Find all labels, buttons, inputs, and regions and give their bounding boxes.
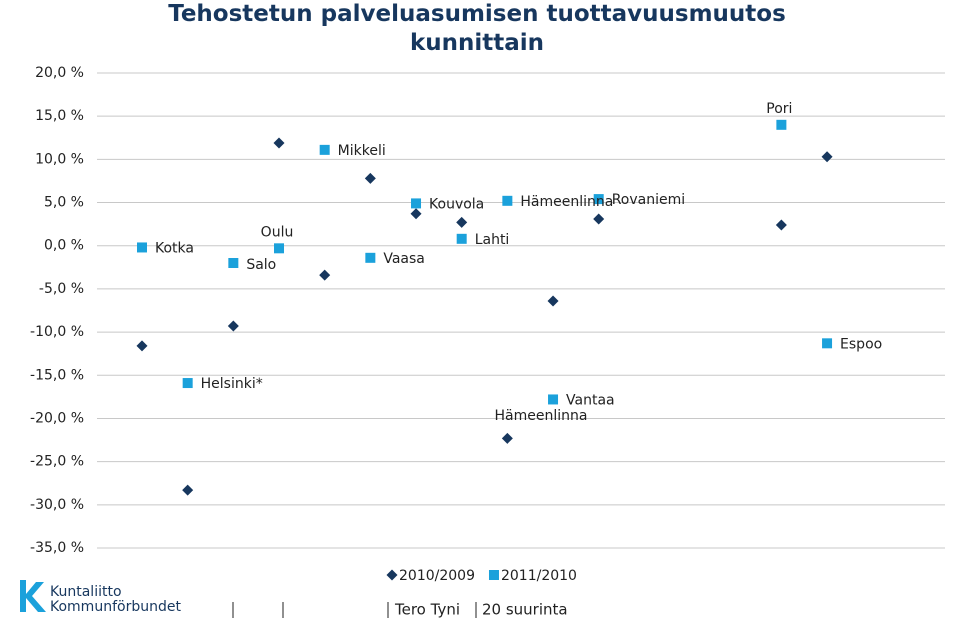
diamond-marker [364,172,376,184]
diamond-marker [273,137,285,149]
y-tick-label: 5,0 % [44,195,84,211]
square-marker [593,194,604,205]
diamond-marker [182,484,194,496]
y-tick-label: 10,0 % [35,151,84,167]
diamond-marker [136,340,148,352]
point-label: Salo [246,257,276,273]
square-marker [548,394,559,405]
point-label: Helsinki* [201,376,263,392]
y-tick-label: -5,0 % [39,281,84,297]
square-marker [822,338,833,349]
square-marker [137,242,147,253]
point-label: Hämeenlinna [520,194,613,210]
diamond-marker [456,216,468,228]
legend-label: 2010/2009 [399,568,475,584]
annotation: Hämeenlinna [495,408,588,424]
square-marker [365,252,376,263]
diamond-marker [227,320,239,332]
diamond-marker [821,151,833,163]
diamond-marker [410,208,422,220]
diamond-marker [547,295,559,307]
point-label: Espoo [840,336,882,352]
diamond-marker [775,219,787,231]
point-label: Vantaa [566,392,615,408]
point-label: Pori [766,101,792,117]
square-marker [502,195,513,206]
diamond-marker [593,213,605,225]
legend-label: 2011/2010 [501,568,577,584]
logo-mark [20,580,46,612]
diamond-marker [319,269,331,281]
square-marker [228,258,239,268]
square-marker [776,119,787,130]
diamond-marker [386,569,398,581]
logo-text: Kuntaliitto [50,584,122,600]
point-label: Vaasa [383,251,425,267]
point-label: Kotka [155,240,194,256]
y-tick-label: 0,0 % [44,238,84,254]
footer-note: 20 suurinta [482,601,568,619]
point-label: Lahti [475,232,510,248]
point-label: Rovaniemi [612,192,685,208]
diamond-marker [501,432,513,444]
square-marker [182,378,193,389]
logo-text: Kommunförbundet [50,599,181,615]
y-tick-label: -30,0 % [30,497,84,513]
square-marker [456,233,467,244]
y-tick-label: 20,0 % [35,65,84,81]
point-label: Mikkeli [338,143,386,159]
y-tick-label: -25,0 % [30,454,84,470]
square-marker [319,144,330,155]
square-marker [274,243,285,254]
square-marker [411,198,422,209]
y-tick-label: -20,0 % [30,410,84,426]
logo: Kuntaliitto Kommunförbundet [20,580,181,615]
chart-title: Tehostetun palveluasumisen tuottavuusmuu… [168,1,786,56]
footer-author: Tero Tyni [394,601,460,619]
y-tick-label: -15,0 % [30,367,84,383]
point-label: Oulu [261,224,294,240]
y-tick-label: 15,0 % [35,108,84,124]
point-label: Kouvola [429,196,484,212]
square-marker [488,570,499,580]
y-tick-label: -35,0 % [30,540,84,556]
y-tick-label: -10,0 % [30,324,84,340]
